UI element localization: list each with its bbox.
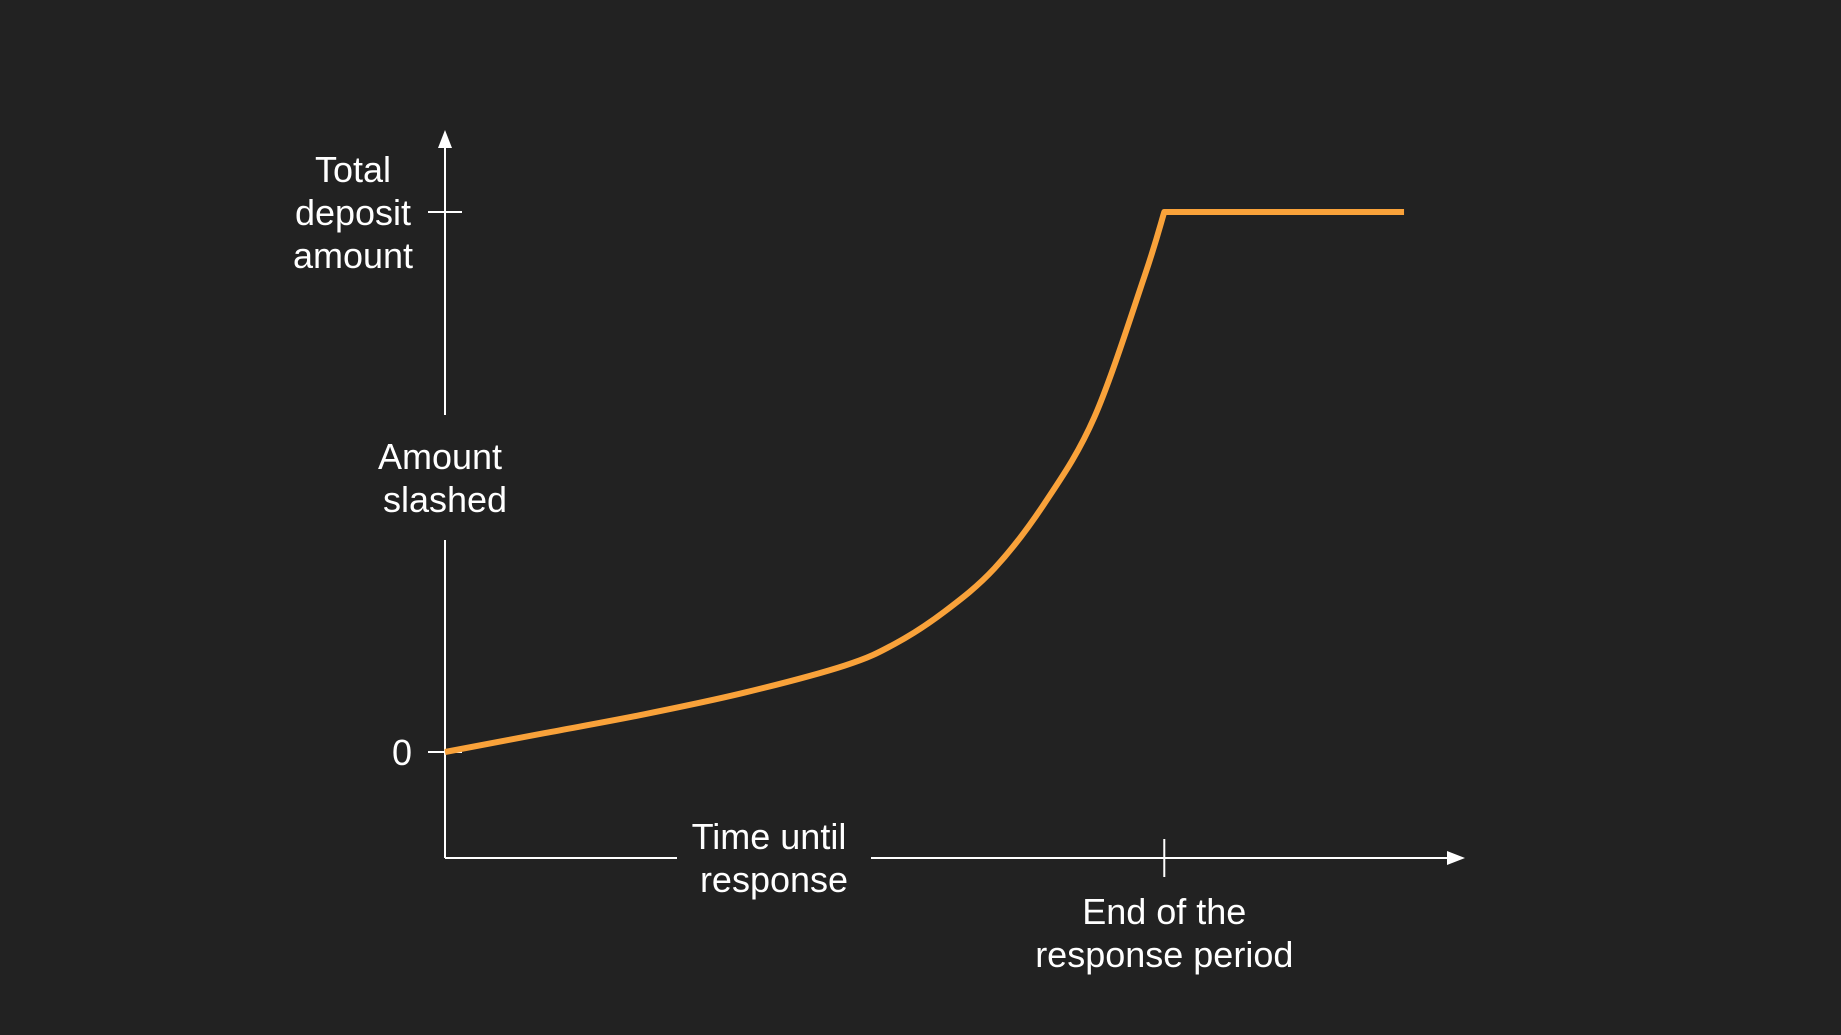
y-ticks: 0 Total deposit amount bbox=[293, 149, 462, 773]
x-axis-label-line-2: response bbox=[700, 859, 848, 900]
x-axis-label: Time until response bbox=[692, 816, 857, 900]
y-axis-label-line-1: Amount bbox=[378, 436, 502, 477]
x-axis-arrow-icon bbox=[1447, 851, 1465, 865]
x-axis-label-line-1: Time until bbox=[692, 816, 847, 857]
y-tick-label: Total deposit amount bbox=[293, 149, 413, 276]
x-ticks: End of the response period bbox=[1035, 839, 1293, 975]
series-line bbox=[444, 209, 1405, 755]
y-axis-label-line-2: slashed bbox=[383, 479, 507, 520]
y-axis-arrow-icon bbox=[438, 130, 452, 148]
series-layer bbox=[444, 209, 1405, 755]
x-tick-label: End of the response period bbox=[1035, 891, 1293, 975]
y-tick-label: 0 bbox=[392, 732, 412, 773]
y-axis-label: Amount slashed bbox=[378, 436, 512, 520]
